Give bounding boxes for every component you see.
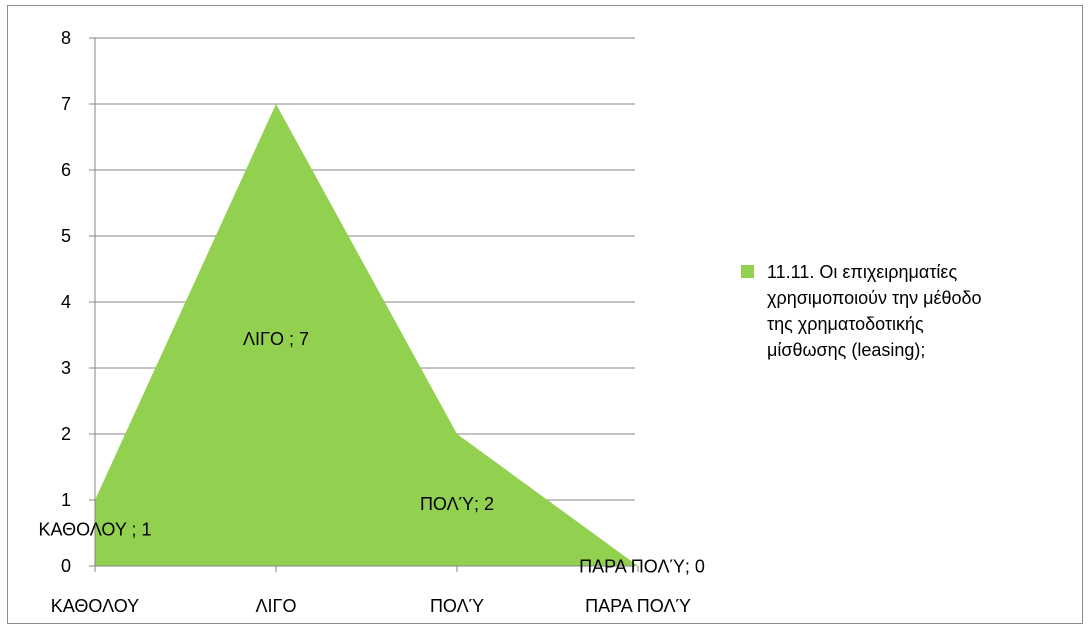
series-area [95, 104, 638, 566]
x-category-label: ΠΑΡΑ ΠΟΛΎ [585, 596, 691, 616]
y-tick-label: 3 [61, 358, 71, 378]
legend-entry-text: μίσθωσης (leasing); [767, 340, 925, 360]
y-tick-label: 7 [61, 94, 71, 114]
legend: 11.11. Οι επιχειρηματίες χρησιμοποιούν τη… [741, 262, 982, 360]
y-tick-label: 8 [61, 28, 71, 48]
legend-swatch [741, 265, 754, 278]
x-category-label: ΛΙΓΟ [256, 596, 297, 616]
axes [89, 37, 639, 572]
labels: 0 1 2 3 4 5 6 7 8 ΚΑΘΟΛΟΥ ΛΙΓΟ ΠΟΛΎ ΠΑΡΑ ΠΟΛΎ ΚΑΘΟΛΟΥ… [38, 28, 704, 616]
legend-entry-text: της χρηματοδοτικής [767, 314, 924, 334]
y-tick-label: 1 [61, 490, 71, 510]
data-label: ΚΑΘΟΛΟΥ ; 1 [38, 520, 151, 540]
data-label: ΠΑΡΑ ΠΟΛΎ; 0 [579, 557, 705, 577]
y-tick-label: 4 [61, 292, 71, 312]
data-label: ΠΟΛΎ; 2 [420, 494, 494, 514]
y-tick-label: 5 [61, 226, 71, 246]
data-label: ΛΙΓΟ ; 7 [243, 329, 309, 349]
x-category-label: ΠΟΛΎ [430, 596, 484, 616]
series-area-layer [95, 104, 638, 566]
y-tick-label: 2 [61, 424, 71, 444]
y-tick-label: 0 [61, 556, 71, 576]
legend-entry-text: 11.11. Οι επιχειρηματίες [767, 262, 957, 282]
y-tick-label: 6 [61, 160, 71, 180]
legend-entry-text: χρησιμοποιούν την μέθοδο [767, 288, 982, 308]
x-category-label: ΚΑΘΟΛΟΥ [51, 596, 139, 616]
